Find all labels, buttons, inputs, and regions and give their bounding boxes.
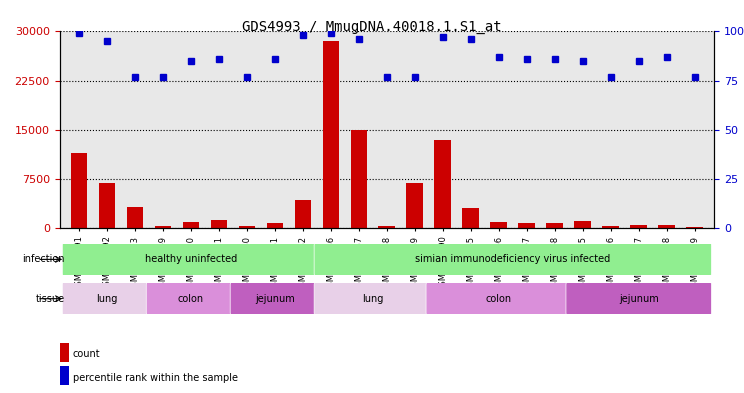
Text: percentile rank within the sample: percentile rank within the sample <box>73 373 237 383</box>
Text: colon: colon <box>178 294 204 304</box>
Bar <box>239 226 255 228</box>
FancyBboxPatch shape <box>566 281 711 316</box>
Bar <box>155 226 171 228</box>
Bar <box>295 200 311 228</box>
Bar <box>60 343 69 362</box>
Bar <box>211 220 228 228</box>
Text: lung: lung <box>97 294 118 304</box>
FancyBboxPatch shape <box>62 242 320 277</box>
Text: infection: infection <box>22 254 65 264</box>
Text: GDS4993 / MmugDNA.40018.1.S1_at: GDS4993 / MmugDNA.40018.1.S1_at <box>243 20 501 34</box>
Text: lung: lung <box>362 294 384 304</box>
Text: jejunum: jejunum <box>619 294 658 304</box>
Bar <box>99 184 115 228</box>
FancyBboxPatch shape <box>62 281 152 316</box>
Bar <box>60 366 69 385</box>
Bar <box>434 140 451 228</box>
FancyBboxPatch shape <box>314 242 711 277</box>
FancyBboxPatch shape <box>147 281 236 316</box>
Bar <box>71 152 88 228</box>
Text: simian immunodeficiency virus infected: simian immunodeficiency virus infected <box>415 254 610 264</box>
Bar <box>463 208 479 228</box>
Text: colon: colon <box>486 294 512 304</box>
Text: count: count <box>73 349 100 360</box>
FancyBboxPatch shape <box>230 281 320 316</box>
Bar <box>406 184 423 228</box>
Bar <box>323 41 339 228</box>
Text: jejunum: jejunum <box>255 294 295 304</box>
Bar <box>603 226 619 228</box>
Text: tissue: tissue <box>36 294 65 304</box>
Text: healthy uninfected: healthy uninfected <box>145 254 237 264</box>
Bar <box>686 227 703 228</box>
Bar <box>630 225 647 228</box>
Bar <box>266 223 283 228</box>
FancyBboxPatch shape <box>314 281 432 316</box>
Bar <box>379 226 395 228</box>
Bar <box>658 225 675 228</box>
Bar <box>350 130 368 228</box>
Bar <box>490 222 507 228</box>
Bar <box>519 223 535 228</box>
FancyBboxPatch shape <box>426 281 571 316</box>
Bar <box>574 221 591 228</box>
Bar <box>126 207 144 228</box>
Bar <box>182 222 199 228</box>
Bar <box>546 223 563 228</box>
